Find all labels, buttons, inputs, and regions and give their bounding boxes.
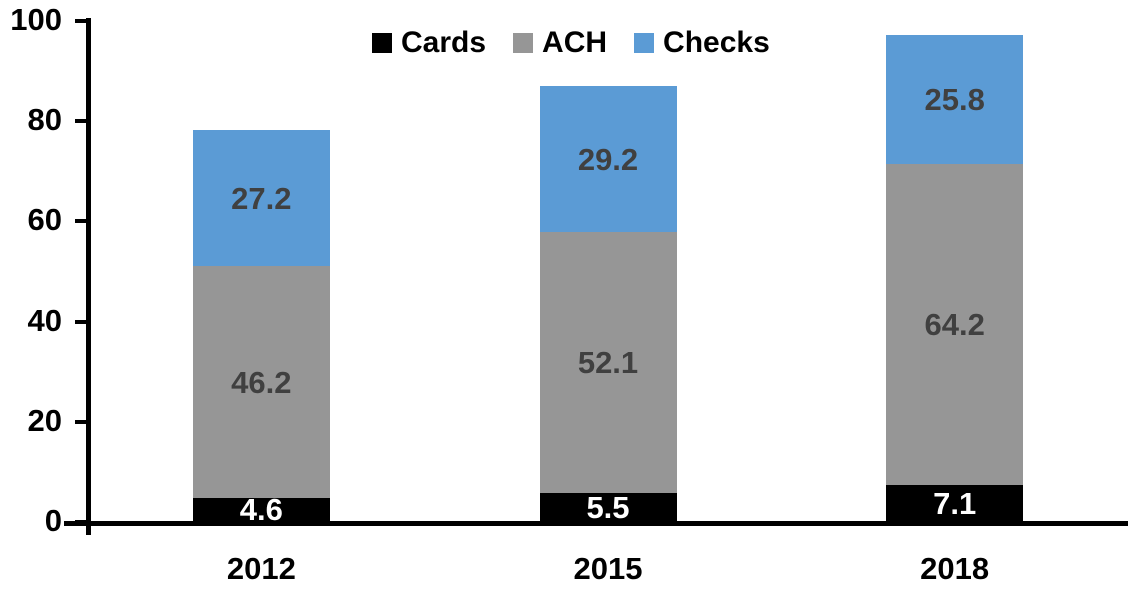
y-axis-line: [86, 18, 91, 535]
y-axis-tick-label: 60: [27, 202, 62, 238]
data-label-checks-2018: 25.8: [924, 81, 985, 117]
bar-segment-cards-2015: 5.5: [539, 489, 677, 525]
legend-item-ach: ACH: [513, 28, 607, 58]
y-axis-tick: [75, 419, 86, 424]
y-axis-tick: [75, 119, 86, 124]
y-axis-tick-label: 80: [27, 102, 62, 138]
bar-segment-cards-2018: 7.1: [886, 485, 1024, 521]
bar-segment-checks-2018: 25.8: [886, 34, 1024, 164]
y-axis-tick: [75, 219, 86, 224]
legend-label-cards: Cards: [401, 26, 487, 59]
legend-swatch-checks: [634, 33, 655, 53]
legend-item-cards: Cards: [372, 28, 486, 58]
y-axis-tick: [75, 19, 86, 23]
y-axis-tick: [75, 520, 86, 524]
y-axis-tick-label: 0: [44, 503, 62, 538]
data-label-ach-2015: 52.1: [577, 345, 639, 381]
x-axis-label-2015: 2015: [573, 551, 643, 586]
bar-segment-ach-2018: 64.2: [886, 163, 1024, 486]
data-label-cards-2012: 4.6: [239, 491, 283, 527]
data-label-ach-2018: 64.2: [924, 307, 985, 343]
x-axis-line: [64, 521, 1128, 526]
data-label-cards-2018: 7.1: [933, 485, 977, 521]
y-axis-tick-label: 40: [27, 302, 62, 338]
y-axis-tick: [75, 319, 86, 324]
legend-swatch-ach: [513, 33, 534, 53]
bar-segment-cards-2012: 4.6: [192, 494, 330, 525]
data-label-cards-2015: 5.5: [586, 489, 630, 525]
y-axis-tick-label: 100: [10, 2, 62, 37]
legend-label-checks: Checks: [663, 26, 770, 59]
legend-swatch-cards: [372, 33, 392, 53]
data-label-checks-2012: 27.2: [231, 180, 292, 216]
x-axis-label-2018: 2018: [920, 551, 990, 586]
data-label-ach-2012: 46.2: [231, 364, 292, 400]
bar-segment-ach-2012: 46.2: [192, 266, 330, 498]
chart-legend: Cards ACH Checks: [372, 28, 770, 58]
bar-segment-checks-2012: 27.2: [192, 130, 330, 267]
legend-item-checks: Checks: [634, 28, 770, 58]
bar-segment-checks-2015: 29.2: [539, 86, 677, 233]
bar-segment-ach-2015: 52.1: [539, 232, 677, 494]
data-label-checks-2015: 29.2: [577, 141, 639, 177]
legend-label-ach: ACH: [542, 26, 608, 59]
y-axis-tick-label: 20: [27, 402, 62, 438]
x-axis-label-2012: 2012: [226, 551, 296, 586]
